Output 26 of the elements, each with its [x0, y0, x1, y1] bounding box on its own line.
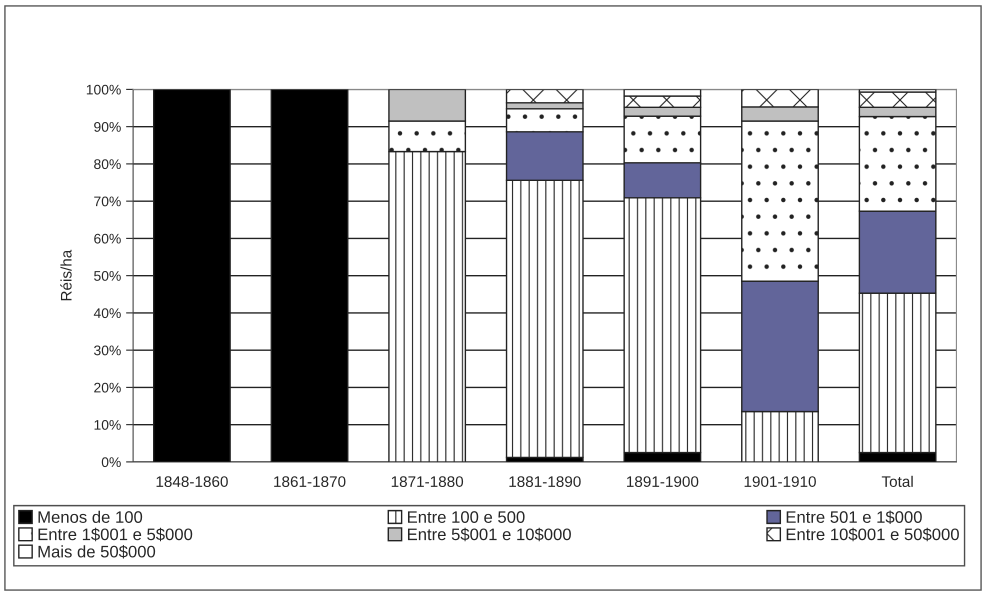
x-tick-label: 1891-1900: [627, 476, 698, 488]
legend-label: Entre 1$001 e 5$000: [38, 528, 192, 542]
y-tick-label: 100%: [86, 84, 121, 95]
y-tick-label: 30%: [94, 345, 121, 356]
x-tick-label: 1848-1860: [156, 476, 228, 488]
legend-label: Entre 100 e 500: [408, 511, 525, 523]
legend-label: Entre 501 e 1$000: [786, 510, 922, 524]
y-tick-label: 20%: [94, 382, 121, 393]
x-tick-label: 1901-1910: [744, 476, 816, 488]
legend-label: Menos de 100: [38, 510, 142, 523]
y-tick-label: 0%: [102, 457, 121, 468]
legend-label: Entre 10$001 e 50$000: [786, 528, 959, 542]
y-tick-label: 10%: [94, 420, 121, 430]
y-tick-label: 40%: [94, 308, 121, 318]
x-tick-label: 1861-1870: [274, 476, 346, 488]
y-axis-title: Réis/ha: [60, 250, 72, 300]
y-tick-label: 80%: [94, 159, 121, 170]
legend-label: Mais de 50$000: [38, 545, 156, 559]
y-tick-label: 60%: [94, 234, 121, 244]
legend-label: Entre 5$001 e 10$000: [408, 528, 571, 542]
y-tick-label: 70%: [94, 196, 121, 206]
x-tick-label: Total: [882, 476, 913, 488]
x-tick-label: 1881-1890: [509, 476, 581, 488]
y-tick-label: 50%: [94, 270, 121, 281]
y-tick-label: 90%: [94, 122, 121, 132]
x-tick-label: 1871-1880: [392, 476, 464, 488]
